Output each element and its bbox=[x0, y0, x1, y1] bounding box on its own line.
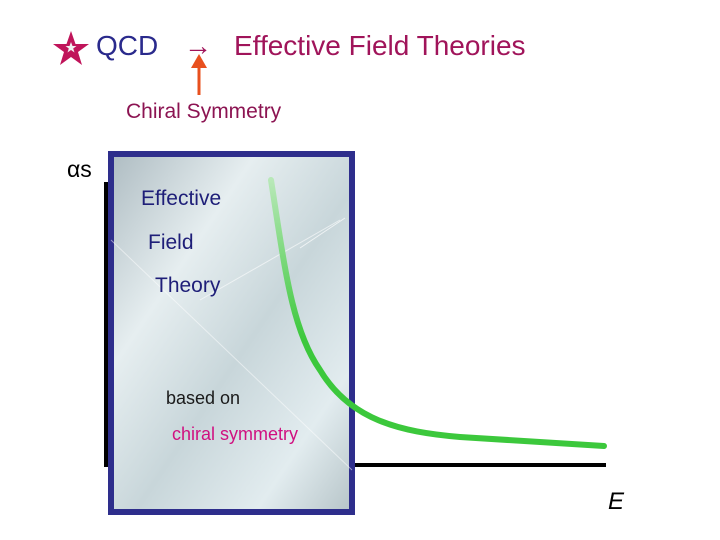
x-axis-label: E bbox=[608, 488, 625, 515]
coupling-curve bbox=[268, 177, 607, 449]
up-arrow-icon bbox=[191, 54, 207, 95]
box-shine-2 bbox=[199, 219, 341, 301]
chiral-symmetry-label: Chiral Symmetry bbox=[126, 100, 282, 123]
title-qcd: QCD bbox=[96, 30, 159, 61]
star-inner-icon bbox=[65, 42, 77, 53]
title-arrow: → bbox=[184, 30, 212, 61]
box-shine bbox=[110, 239, 353, 471]
curve-shine bbox=[299, 217, 346, 249]
box-text-field: Field bbox=[148, 231, 194, 254]
y-axis-label: αs bbox=[67, 156, 92, 182]
title-effective-field-theories: Effective Field Theories bbox=[234, 30, 526, 61]
box-text-based-on: based on bbox=[166, 388, 241, 408]
box-text-effective: Effective bbox=[141, 187, 222, 210]
box-text-theory: Theory bbox=[155, 274, 221, 297]
eft-box bbox=[108, 151, 355, 515]
box-text-chiral-symmetry: chiral symmetry bbox=[172, 424, 299, 444]
